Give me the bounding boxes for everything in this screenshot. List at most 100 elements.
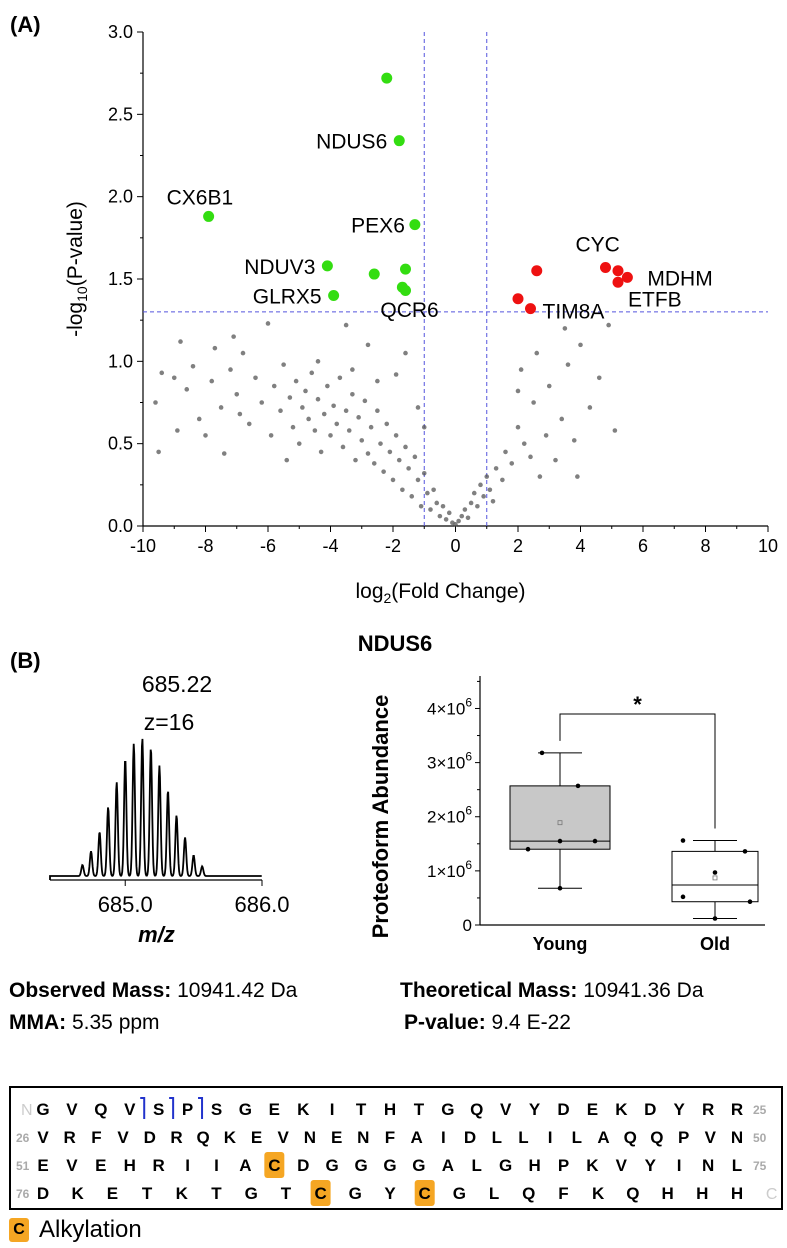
- x-tick-label: -6: [260, 536, 276, 556]
- x-tick-label: -2: [385, 536, 401, 556]
- residue: I: [548, 1128, 553, 1147]
- residue: T: [281, 1184, 292, 1203]
- ns-point: [384, 421, 390, 427]
- residue: Q: [650, 1128, 663, 1147]
- sequence-start-number: 26: [16, 1131, 30, 1145]
- ns-point: [528, 454, 533, 460]
- residue: Q: [522, 1184, 535, 1203]
- residue: G: [354, 1156, 367, 1175]
- residue: V: [500, 1100, 512, 1119]
- sequence-map: 25 N G V Q V S P S G E K I T H T G Q V Y D E K D Y R R 26 50 V R F V D R Q K…: [9, 1086, 783, 1210]
- significant-point: [409, 219, 421, 231]
- ns-point: [343, 408, 349, 414]
- residue: D: [144, 1128, 156, 1147]
- ns-point: [503, 449, 508, 455]
- ns-point: [171, 375, 177, 381]
- residue: Q: [197, 1128, 210, 1147]
- ns-point: [240, 350, 246, 356]
- x-tick-label: 4: [575, 536, 585, 556]
- ns-point: [475, 503, 480, 509]
- residue: G: [349, 1184, 362, 1203]
- ns-point: [362, 398, 368, 404]
- spectrum-trace: [49, 738, 262, 880]
- residue: V: [124, 1100, 136, 1119]
- ns-point: [553, 457, 558, 463]
- y-tick-label: 1.0: [108, 351, 133, 371]
- residue: V: [278, 1128, 290, 1147]
- ns-point: [443, 517, 449, 522]
- point-label: MDHM: [647, 267, 712, 290]
- data-point: [747, 899, 753, 905]
- data-point: [680, 838, 686, 843]
- boxplot-y-tick-label: 3×106: [427, 750, 472, 773]
- figure-canvas: (A) -10 -8 -6 -4 -2 0 2 4 6 8 10 0.0 0.5 1.0 1.5 2.0 2.5…: [10, 12, 778, 954]
- residue: L: [732, 1156, 742, 1175]
- residue: Q: [94, 1100, 107, 1119]
- ns-point: [300, 405, 305, 410]
- residue: E: [95, 1156, 106, 1175]
- residue: K: [72, 1184, 85, 1203]
- ns-point: [487, 487, 493, 493]
- fragment-cleavage: [169, 1097, 175, 1119]
- ns-point: [284, 457, 290, 463]
- category-label: Young: [533, 934, 588, 954]
- x-tick-label: 6: [638, 536, 648, 556]
- residue: V: [37, 1128, 49, 1147]
- ns-point: [381, 469, 386, 474]
- ns-point: [159, 370, 165, 376]
- residue: G: [453, 1184, 466, 1203]
- point-label: PEX6: [351, 215, 405, 238]
- ns-point: [293, 378, 299, 384]
- ns-point: [493, 466, 499, 471]
- p-value-value: 9.4 E-22: [485, 1011, 571, 1034]
- ns-point: [237, 411, 243, 417]
- panel-a-label: (A): [10, 12, 41, 37]
- x-tick-label: 8: [700, 536, 710, 556]
- residue: V: [117, 1128, 129, 1147]
- ns-point: [571, 438, 577, 443]
- observed-mass: Observed Mass: 10941.42 Da: [9, 979, 297, 1003]
- residue: I: [330, 1100, 335, 1119]
- ns-point: [371, 461, 377, 466]
- ns-point: [471, 490, 477, 496]
- residue: P: [182, 1100, 193, 1119]
- residue: N: [357, 1128, 369, 1147]
- ns-point: [325, 383, 330, 389]
- residue: I: [185, 1156, 190, 1175]
- box: [671, 850, 759, 903]
- ns-point: [334, 421, 340, 427]
- point-label: ETFB: [628, 288, 682, 311]
- residue: V: [66, 1100, 78, 1119]
- significant-point: [531, 265, 543, 277]
- significant-point: [328, 289, 340, 301]
- residue: G: [412, 1156, 425, 1175]
- data-point: [525, 846, 531, 852]
- ns-point: [331, 403, 336, 409]
- ns-point: [462, 507, 468, 512]
- significant-point: [512, 293, 524, 305]
- ns-point: [156, 449, 161, 455]
- residue: Q: [470, 1100, 483, 1119]
- mass-spectrum: 685.22 z=16 685.0 686.0 m/z: [49, 671, 290, 947]
- sequence-canvas: 25N G V Q V S P S G E K I T H T G Q V Y D E K D Y R R26 50V R F V D R Q K…: [16, 1097, 777, 1206]
- ns-point: [456, 518, 461, 524]
- ns-point: [287, 395, 293, 400]
- ns-point: [228, 367, 233, 372]
- ns-point: [565, 362, 571, 367]
- ns-point: [350, 391, 355, 397]
- boxplot-y-tick-label: 1×106: [427, 858, 472, 881]
- residue: K: [176, 1184, 189, 1203]
- ns-point: [315, 396, 321, 402]
- mma-value: 5.35 ppm: [66, 1011, 160, 1034]
- residue: C: [314, 1184, 326, 1203]
- residue: Y: [645, 1156, 657, 1175]
- ns-point: [403, 350, 408, 356]
- ns-point: [190, 363, 196, 369]
- residue: R: [702, 1100, 714, 1119]
- residue: K: [592, 1184, 605, 1203]
- significant-point: [381, 72, 393, 84]
- residue: H: [731, 1184, 743, 1203]
- ns-point: [353, 457, 358, 463]
- theoretical-mass-value: 10941.36 Da: [577, 979, 704, 1002]
- residue: L: [518, 1128, 528, 1147]
